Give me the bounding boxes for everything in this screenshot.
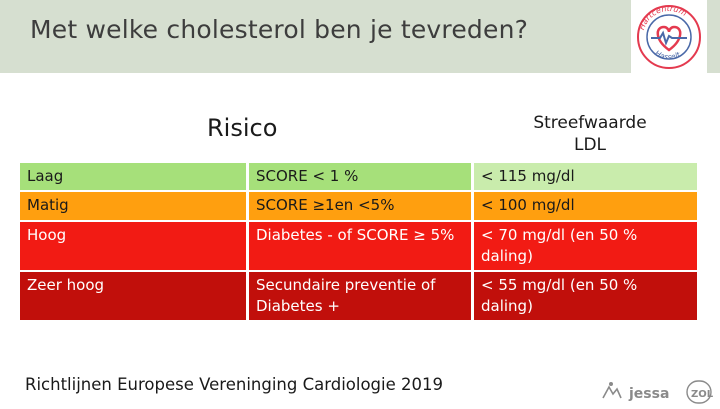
score-cell: SCORE ≥1en <5%: [249, 192, 471, 220]
target-cell: < 100 mg/dl: [474, 192, 697, 220]
svg-text:Hasselt: Hasselt: [653, 49, 682, 62]
target-cell: < 115 mg/dl: [474, 163, 697, 190]
header-bar: Met welke cholesterol ben je tevreden? H…: [0, 0, 720, 73]
risk-cell: Zeer hoog: [20, 272, 246, 320]
heart-logo-icon: Hartcentrum Hasselt: [637, 4, 701, 69]
zol-logo: ZOL: [691, 389, 714, 400]
table-row-zeer-hoog: Zeer hoog Secundaire preventie of Diabet…: [20, 272, 697, 320]
logo-bottom-text: Hasselt: [653, 49, 682, 62]
score-cell: SCORE < 1 %: [249, 163, 471, 190]
footer-source: Richtlijnen Europese Vereninging Cardiol…: [25, 375, 443, 394]
page-title: Met welke cholesterol ben je tevreden?: [30, 15, 529, 44]
column-header-streefwaarde: Streefwaarde LDL: [520, 112, 660, 156]
hospital-mark-icon: [602, 382, 622, 399]
score-cell: Secundaire preventie of Diabetes +: [249, 272, 471, 320]
target-cell: < 70 mg/dl (en 50 % daling): [474, 222, 697, 270]
table-row-matig: Matig SCORE ≥1en <5% < 100 mg/dl: [20, 192, 697, 220]
risk-cell: Laag: [20, 163, 246, 190]
score-cell: Diabetes - of SCORE ≥ 5%: [249, 222, 471, 270]
table-row-laag: Laag SCORE < 1 % < 115 mg/dl: [20, 163, 697, 190]
hartcentrum-logo: Hartcentrum Hasselt: [631, 0, 707, 73]
risk-cell: Matig: [20, 192, 246, 220]
column-header-risico: Risico: [207, 114, 278, 142]
target-cell: < 55 mg/dl (en 50 % daling): [474, 272, 697, 320]
jessa-logo: jessa: [628, 386, 669, 402]
partner-logos: jessa ZOL: [595, 378, 720, 405]
target-header-line1: Streefwaarde: [533, 113, 647, 133]
risk-cell: Hoog: [20, 222, 246, 270]
table-row-hoog: Hoog Diabetes - of SCORE ≥ 5% < 70 mg/dl…: [20, 222, 697, 270]
target-header-line2: LDL: [573, 135, 607, 155]
